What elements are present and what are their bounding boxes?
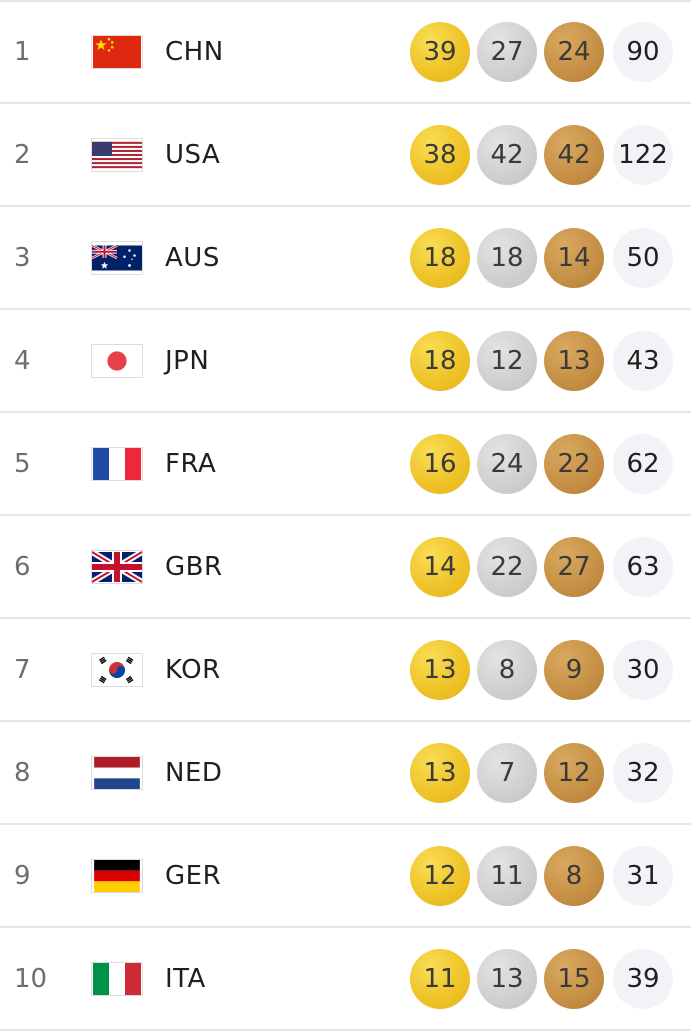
table-row[interactable]: 2 USA 38 42 42 122: [0, 104, 691, 207]
table-row[interactable]: 3 AUS 18 18 14 50: [0, 207, 691, 310]
bronze-medal-count: 27: [544, 536, 604, 597]
total-medal-count: 122: [613, 124, 673, 185]
gold-medal-count: 14: [410, 536, 470, 597]
gold-medal-count: 18: [410, 227, 470, 288]
bronze-medal-count: 22: [544, 433, 604, 494]
rank-number: 3: [14, 242, 31, 273]
gold-medal-count: 13: [410, 742, 470, 803]
gold-medal-count: 16: [410, 433, 470, 494]
total-medal-count: 30: [613, 639, 673, 700]
bronze-medal-count: 24: [544, 22, 604, 82]
rank-number: 6: [14, 551, 31, 582]
bronze-medal-count: 9: [544, 639, 604, 700]
usa-flag-icon: [92, 139, 142, 171]
country-code: FRA: [165, 448, 217, 479]
country-code: GBR: [165, 551, 223, 582]
total-medal-count: 31: [613, 845, 673, 906]
france-flag-icon: [92, 447, 142, 480]
country-code: NED: [165, 757, 223, 788]
uk-flag-icon: [92, 550, 142, 583]
gold-medal-count: 39: [410, 22, 470, 82]
silver-medal-count: 8: [477, 639, 537, 700]
silver-medal-count: 12: [477, 330, 537, 391]
table-row[interactable]: 7 KOR 13 8 9 30: [0, 619, 691, 722]
total-medal-count: 63: [613, 536, 673, 597]
silver-medal-count: 13: [477, 948, 537, 1009]
total-medal-count: 62: [613, 433, 673, 494]
country-code: CHN: [165, 37, 224, 67]
total-medal-count: 32: [613, 742, 673, 803]
silver-medal-count: 22: [477, 536, 537, 597]
netherlands-flag-icon: [92, 756, 142, 789]
rank-number: 5: [14, 448, 31, 479]
total-medal-count: 43: [613, 330, 673, 391]
total-medal-count: 39: [613, 948, 673, 1009]
japan-flag-icon: [92, 344, 142, 377]
silver-medal-count: 24: [477, 433, 537, 494]
rank-number: 10: [14, 963, 48, 994]
country-code: JPN: [165, 345, 210, 376]
country-code: ITA: [165, 963, 206, 994]
rank-number: 1: [14, 37, 31, 67]
table-row[interactable]: 6 GBR 14 22 27 63: [0, 516, 691, 619]
bronze-medal-count: 42: [544, 124, 604, 185]
silver-medal-count: 7: [477, 742, 537, 803]
table-row[interactable]: 9 GER 12 11 8 31: [0, 825, 691, 928]
country-code: GER: [165, 860, 222, 891]
gold-medal-count: 11: [410, 948, 470, 1009]
germany-flag-icon: [92, 859, 142, 892]
rank-number: 2: [14, 139, 31, 170]
country-code: KOR: [165, 654, 221, 685]
silver-medal-count: 18: [477, 227, 537, 288]
rank-number: 8: [14, 757, 31, 788]
australia-flag-icon: [92, 242, 142, 274]
table-row[interactable]: 8 NED 13 7 12 32: [0, 722, 691, 825]
bronze-medal-count: 14: [544, 227, 604, 288]
gold-medal-count: 13: [410, 639, 470, 700]
south-korea-flag-icon: [92, 653, 142, 686]
table-row[interactable]: 1 CHN 39 27 24 90: [0, 0, 691, 104]
table-row[interactable]: 4 JPN 18 12 13 43: [0, 310, 691, 413]
bronze-medal-count: 12: [544, 742, 604, 803]
silver-medal-count: 27: [477, 22, 537, 82]
total-medal-count: 50: [613, 227, 673, 288]
bronze-medal-count: 15: [544, 948, 604, 1009]
silver-medal-count: 42: [477, 124, 537, 185]
china-flag-icon: [92, 36, 142, 68]
rank-number: 7: [14, 654, 31, 685]
country-code: USA: [165, 139, 221, 170]
bronze-medal-count: 8: [544, 845, 604, 906]
table-row[interactable]: 10 ITA 11 13 15 39: [0, 928, 691, 1031]
rank-number: 9: [14, 860, 31, 891]
rank-number: 4: [14, 345, 31, 376]
silver-medal-count: 11: [477, 845, 537, 906]
gold-medal-count: 18: [410, 330, 470, 391]
gold-medal-count: 12: [410, 845, 470, 906]
country-code: AUS: [165, 242, 220, 273]
table-row[interactable]: 5 FRA 16 24 22 62: [0, 413, 691, 516]
gold-medal-count: 38: [410, 124, 470, 185]
italy-flag-icon: [92, 962, 142, 995]
bronze-medal-count: 13: [544, 330, 604, 391]
total-medal-count: 90: [613, 22, 673, 82]
